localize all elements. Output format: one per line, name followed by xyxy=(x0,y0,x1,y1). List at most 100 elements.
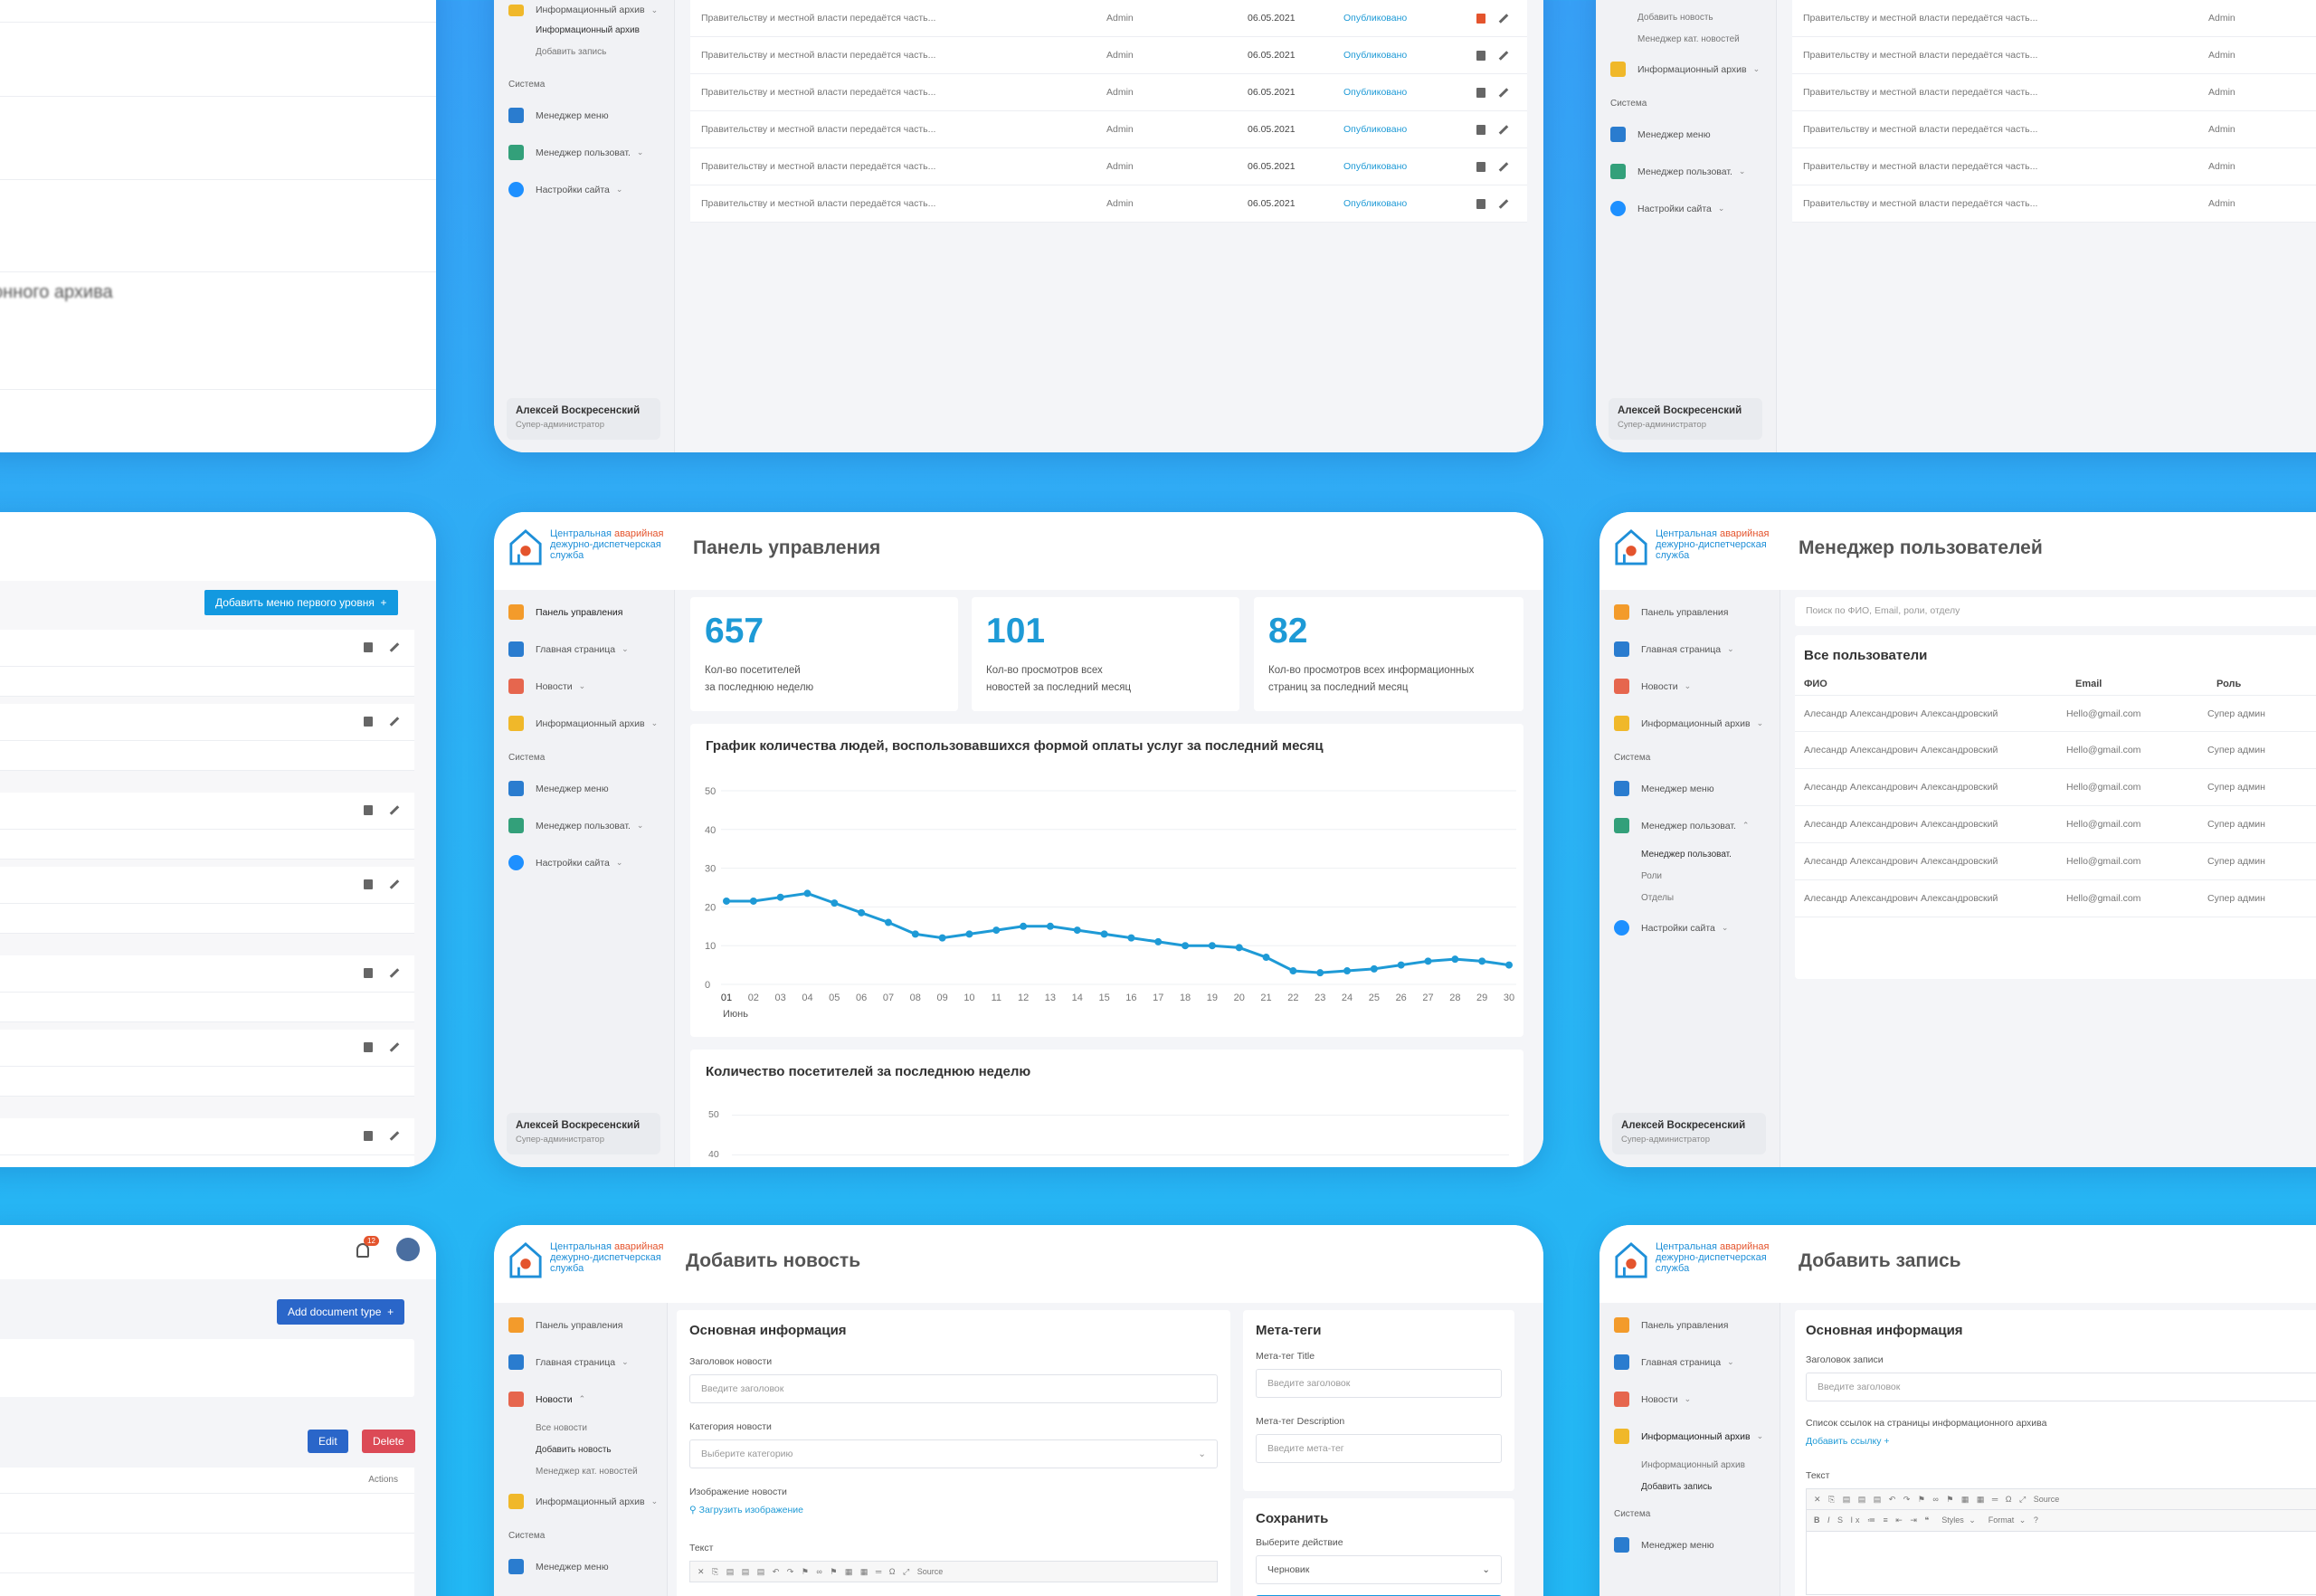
add-link-button[interactable]: Добавить ссылку + xyxy=(1806,1436,1890,1447)
nav-archive[interactable]: Информационный архив ⌄ xyxy=(508,1483,660,1520)
data-point[interactable] xyxy=(911,930,919,938)
menu-row[interactable] xyxy=(0,867,414,934)
data-point[interactable] xyxy=(1343,967,1352,975)
nav-sub-add-record[interactable]: Добавить запись xyxy=(1641,1482,1713,1492)
user-box[interactable]: Алексей Воскресенский Супер-администрато… xyxy=(1609,398,1762,440)
menu-row[interactable] xyxy=(0,1118,414,1167)
edit-button[interactable]: Edit xyxy=(308,1430,348,1453)
nav-menu-manager[interactable]: Менеджер меню xyxy=(1614,770,1772,807)
nav-sub-archive[interactable]: Информационный архив xyxy=(1641,1460,1745,1470)
table-row[interactable]: Алесандр Александрович Александровский He… xyxy=(1795,880,2316,917)
news-title-input[interactable]: Введите заголовок xyxy=(689,1374,1218,1403)
data-point[interactable] xyxy=(1046,922,1054,930)
pencil-icon[interactable] xyxy=(389,642,400,652)
nav-sub-news-categories[interactable]: Менеджер кат. новостей xyxy=(536,1467,638,1477)
trash-icon[interactable] xyxy=(364,879,373,889)
data-point[interactable] xyxy=(1478,957,1486,965)
nav-sub-add-record[interactable]: Добавить запись xyxy=(536,47,607,57)
nav-home[interactable]: Главная страница ⌄ xyxy=(508,631,667,668)
col-header-name[interactable]: ФИО xyxy=(1804,679,1827,689)
data-point[interactable] xyxy=(803,889,812,898)
nav-home[interactable]: Главная страница ⌄ xyxy=(508,1344,660,1381)
table-row[interactable]: Правительству и местной власти передаётс… xyxy=(1792,111,2316,148)
user-box[interactable]: Алексей Воскресенский Супер-администрато… xyxy=(507,1113,660,1154)
table-row[interactable]: Правительству и местной власти передаётс… xyxy=(1792,185,2316,223)
pencil-icon[interactable] xyxy=(389,1131,400,1141)
pencil-icon[interactable] xyxy=(389,879,400,889)
data-point[interactable] xyxy=(884,918,892,926)
trash-icon[interactable] xyxy=(1476,87,1485,98)
data-point[interactable] xyxy=(776,893,784,901)
nav-sub-user-manager[interactable]: Менеджер пользоват. xyxy=(1641,850,1732,860)
table-row[interactable]: Правительству и местной власти передаётс… xyxy=(1792,37,2316,74)
trash-icon[interactable] xyxy=(364,805,373,815)
user-box[interactable]: Алексей Воскресенский Супер-администрато… xyxy=(1612,1113,1766,1154)
upload-image-link[interactable]: ⚲ Загрузить изображение xyxy=(689,1505,803,1515)
action-select[interactable]: Черновик ⌄ xyxy=(1256,1555,1502,1584)
nav-dashboard[interactable]: Панель управления xyxy=(1614,594,1772,631)
col-header-role[interactable]: Роль xyxy=(2216,679,2242,689)
nav-dashboard[interactable]: Панель управления xyxy=(508,594,667,631)
data-point[interactable] xyxy=(1073,926,1081,935)
data-point[interactable] xyxy=(1020,922,1028,930)
pencil-icon[interactable] xyxy=(1498,161,1509,172)
data-point[interactable] xyxy=(1208,942,1216,950)
data-point[interactable] xyxy=(1505,961,1513,969)
trash-icon[interactable] xyxy=(364,717,373,727)
nav-menu-manager[interactable]: Менеджер меню xyxy=(1614,1526,1772,1563)
pencil-icon[interactable] xyxy=(1498,87,1509,98)
pencil-icon[interactable] xyxy=(389,968,400,978)
nav-user-manager[interactable]: Менеджер пользоват. ⌄ xyxy=(508,134,667,171)
nav-archive[interactable]: Информационный архив ⌄ xyxy=(508,0,667,20)
menu-row[interactable] xyxy=(0,630,414,697)
trash-icon[interactable] xyxy=(1476,50,1485,61)
table-row[interactable]: Правительству и местной власти передаётс… xyxy=(1792,74,2316,111)
bell-icon[interactable] xyxy=(356,1243,369,1258)
col-header-email[interactable]: Email xyxy=(2075,679,2102,689)
nav-menu-manager[interactable]: Менеджер меню xyxy=(508,770,667,807)
nav-sub-news-categories[interactable]: Менеджер кат. новостей xyxy=(1637,34,1740,44)
menu-row[interactable] xyxy=(0,955,414,1022)
menu-row[interactable] xyxy=(0,793,414,860)
menu-row[interactable] xyxy=(0,1030,414,1097)
trash-icon[interactable] xyxy=(364,642,373,652)
data-point[interactable] xyxy=(1316,969,1324,977)
nav-home[interactable]: Главная страница ⌄ xyxy=(1614,1344,1772,1381)
nav-news[interactable]: Новости ⌃ xyxy=(508,1381,660,1418)
table-row[interactable]: Алесандр Александрович Александровский He… xyxy=(1795,806,2316,843)
trash-icon[interactable] xyxy=(364,968,373,978)
table-row[interactable]: Правительству и местной власти передаётс… xyxy=(690,0,1527,37)
data-point[interactable] xyxy=(938,934,946,942)
trash-icon[interactable] xyxy=(1476,161,1485,172)
avatar[interactable] xyxy=(396,1238,420,1261)
nav-archive[interactable]: Информационный архив ⌄ xyxy=(508,705,667,742)
nav-menu-manager[interactable]: Менеджер меню xyxy=(508,1548,660,1585)
data-point[interactable] xyxy=(858,908,866,917)
table-row[interactable]: Алесандр Александрович Александровский He… xyxy=(1795,769,2316,806)
table-row[interactable]: Правительству и местной власти передаётс… xyxy=(1792,0,2316,37)
table-row[interactable]: Алесандр Александрович Александровский He… xyxy=(1795,732,2316,769)
editor-toolbar-2[interactable]: B I S Ix ≔ ≡ ⇤ ⇥ ❝ Styles ⌄ Format ⌄ ? xyxy=(1806,1510,2316,1532)
nav-site-settings[interactable]: Настройки сайта ⌄ xyxy=(1610,190,1769,227)
pencil-icon[interactable] xyxy=(389,805,400,815)
meta-desc-input[interactable]: Введите мета-тег xyxy=(1256,1434,1502,1463)
table-row[interactable]: Правительству и местной власти передаётс… xyxy=(690,111,1527,148)
nav-sub-add-news[interactable]: Добавить новость xyxy=(1637,13,1713,23)
data-point[interactable] xyxy=(1262,954,1270,962)
table-row[interactable]: Правительству и местной власти передаётс… xyxy=(690,185,1527,223)
pencil-icon[interactable] xyxy=(389,717,400,727)
nav-dashboard[interactable]: Панель управления xyxy=(1614,1306,1772,1344)
nav-home[interactable]: Главная страница ⌄ xyxy=(1614,631,1772,668)
nav-news[interactable]: Новости ⌄ xyxy=(1614,668,1772,705)
nav-site-settings[interactable]: Настройки сайта ⌄ xyxy=(1614,909,1772,946)
nav-sub-add-news[interactable]: Добавить новость xyxy=(536,1445,612,1455)
pencil-icon[interactable] xyxy=(1498,124,1509,135)
meta-title-input[interactable]: Введите заголовок xyxy=(1256,1369,1502,1398)
trash-icon[interactable] xyxy=(1476,198,1485,209)
trash-icon[interactable] xyxy=(1476,124,1485,135)
news-category-select[interactable]: Выберите категорию ⌄ xyxy=(689,1439,1218,1468)
nav-archive[interactable]: Информационный архив ⌄ xyxy=(1614,705,1772,742)
data-point[interactable] xyxy=(1182,942,1190,950)
data-point[interactable] xyxy=(1451,955,1459,964)
trash-icon[interactable] xyxy=(364,1131,373,1141)
